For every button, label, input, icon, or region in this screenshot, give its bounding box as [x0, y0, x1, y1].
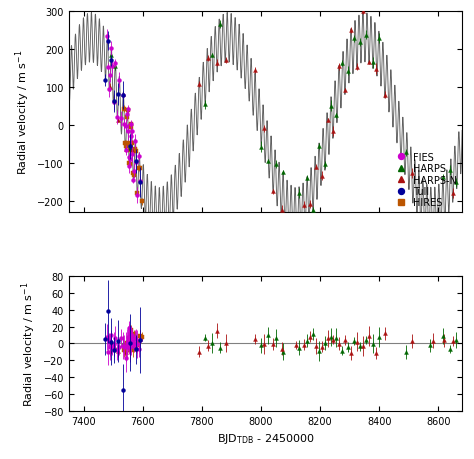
Y-axis label: Radial velocity / m s$^{-1}$: Radial velocity / m s$^{-1}$: [19, 281, 38, 406]
Y-axis label: Radial velocity / m s$^{-1}$: Radial velocity / m s$^{-1}$: [13, 50, 32, 175]
Legend: FIES, HARPS, HARPS-N, Tull, HIRES: FIES, HARPS, HARPS-N, Tull, HIRES: [389, 150, 459, 210]
X-axis label: BJD$_{\rm TDB}$ - 2450000: BJD$_{\rm TDB}$ - 2450000: [217, 431, 314, 445]
